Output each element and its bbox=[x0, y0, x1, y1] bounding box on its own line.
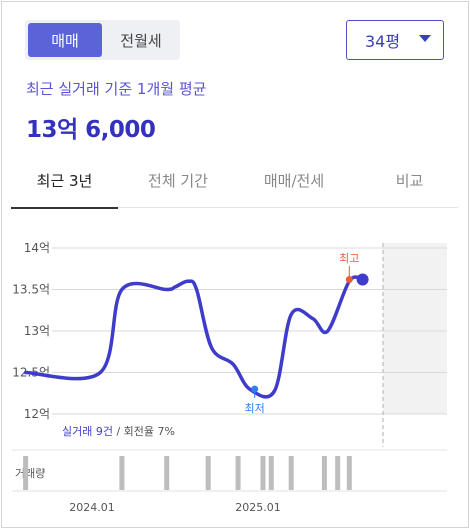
x-tick-label: 2024.01 bbox=[69, 501, 115, 514]
volume-bar bbox=[205, 456, 211, 490]
tab-compare[interactable]: 비교 bbox=[395, 172, 424, 190]
tab-recent-3y[interactable]: 최근 3년 bbox=[11, 160, 118, 209]
future-region bbox=[383, 243, 447, 414]
area-dropdown[interactable]: 34평 bbox=[346, 20, 444, 60]
volume-bar bbox=[260, 456, 266, 490]
area-dropdown-label: 34평 bbox=[365, 32, 401, 51]
trade-count: 실거래 9건 bbox=[62, 425, 113, 438]
volume-bar bbox=[235, 456, 241, 490]
volume-bar bbox=[23, 456, 29, 490]
y-tick-label: 13.5억 bbox=[12, 283, 50, 297]
average-price-value: 13억 6,000 bbox=[26, 117, 156, 143]
turnover-rate: / 회전율 7% bbox=[113, 425, 175, 438]
volume-bar bbox=[335, 456, 341, 490]
volume-bar bbox=[321, 456, 327, 490]
high-marker-dot bbox=[345, 276, 353, 284]
volume-bar bbox=[268, 456, 274, 490]
low-marker-dot bbox=[251, 385, 259, 393]
current-price-dot bbox=[356, 273, 369, 286]
high-label: 최고 bbox=[339, 252, 359, 265]
x-tick-label: 2025.01 bbox=[235, 501, 281, 514]
rent-toggle-button[interactable]: 전월세 bbox=[120, 31, 162, 50]
period-tabs: 최근 3년 전체 기간 매매/전세 비교 bbox=[11, 160, 458, 209]
volume-bar bbox=[164, 456, 170, 490]
tab-sale-rent[interactable]: 매매/전세 bbox=[263, 172, 325, 190]
chevron-down-icon bbox=[419, 35, 431, 42]
y-tick-label: 14억 bbox=[24, 241, 50, 255]
average-price-label: 최근 실거래 기준 1개월 평균 bbox=[26, 80, 207, 98]
tab-all-period[interactable]: 전체 기간 bbox=[148, 172, 208, 190]
volume-bar bbox=[119, 456, 125, 490]
volume-bar bbox=[288, 456, 294, 490]
price-series-line bbox=[23, 275, 365, 399]
volume-bar bbox=[346, 456, 352, 490]
sale-toggle-button[interactable]: 매매 bbox=[28, 23, 102, 57]
low-label: 최저 bbox=[245, 402, 265, 415]
volume-label: 거래량 bbox=[15, 467, 45, 480]
trade-stats: 실거래 9건 / 회전율 7% bbox=[62, 425, 175, 438]
trade-type-toggle: 매매 전월세 bbox=[25, 20, 180, 60]
y-tick-label: 12억 bbox=[24, 407, 50, 421]
y-tick-label: 13억 bbox=[24, 324, 50, 338]
